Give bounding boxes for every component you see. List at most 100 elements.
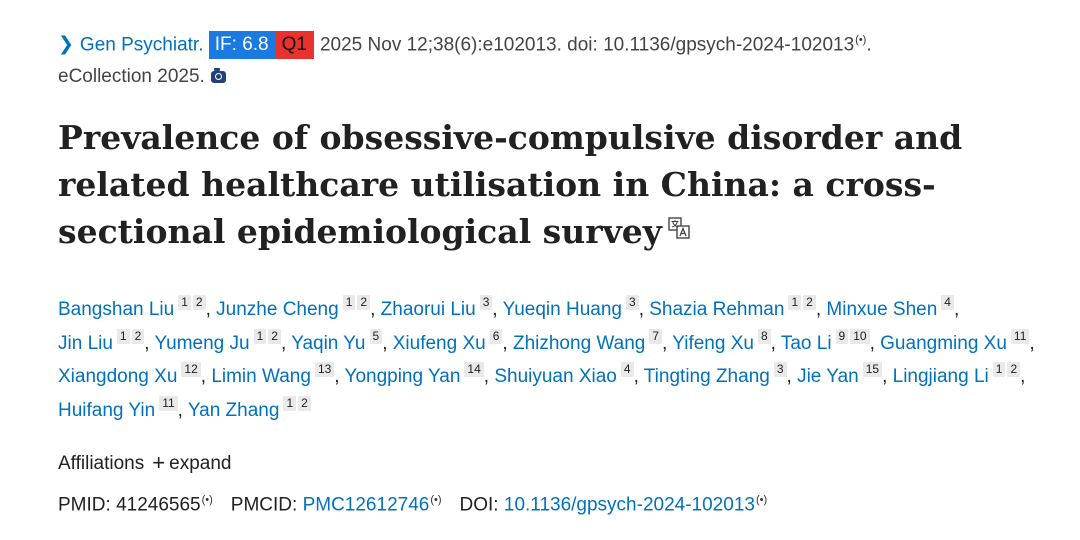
author-item: Yueqin Huang 3, (502, 295, 644, 320)
author-name-link[interactable]: Huifang Yin (58, 399, 156, 421)
affiliation-number[interactable]: 1 (788, 295, 802, 310)
affiliation-number[interactable]: 11 (1010, 328, 1030, 344)
author-separator: , (1020, 366, 1026, 387)
affiliation-number[interactable]: 1 (253, 328, 267, 344)
author-name-link[interactable]: Bangshan Liu (58, 299, 175, 320)
affiliation-number[interactable]: 12 (181, 362, 201, 377)
camera-icon[interactable] (210, 68, 226, 84)
impact-factor-badge: IF: 6.8 (208, 31, 275, 60)
author-separator: , (492, 299, 498, 320)
affiliation-number[interactable]: 3 (479, 295, 493, 310)
pmid-value: 41246565 (116, 494, 201, 516)
author-item: Shazia Rehman 1 2, (649, 295, 821, 320)
expand-label: expand (169, 453, 232, 474)
author-name-link[interactable]: Tingting Zhang (643, 366, 770, 387)
author-separator: , (334, 366, 340, 387)
author-item: Yongping Yan 14, (344, 362, 489, 387)
doi-label: DOI: (459, 494, 499, 516)
affiliation-number[interactable]: 7 (649, 328, 663, 344)
author-name-link[interactable]: Yongping Yan (344, 366, 461, 387)
author-name-link[interactable]: Yifeng Xu (672, 332, 754, 354)
author-item: Junzhe Cheng 1 2, (216, 295, 375, 320)
identifiers-line: PMID: 41246565(•) PMCID: PMC12612746(•) DO… (58, 486, 767, 519)
affiliation-number[interactable]: 2 (298, 395, 311, 411)
affiliation-number[interactable]: 8 (757, 328, 771, 344)
author-item: Jin Liu 1 2, (58, 328, 150, 354)
affiliation-number[interactable]: 5 (369, 328, 383, 344)
affiliation-number[interactable]: 2 (1007, 362, 1021, 377)
affiliation-number[interactable]: 9 (835, 328, 849, 344)
affiliation-number[interactable]: 2 (192, 295, 206, 310)
author-name-link[interactable]: Guangming Xu (880, 332, 1007, 354)
author-separator: , (200, 366, 207, 387)
author-separator: , (633, 366, 639, 387)
affiliation-number[interactable]: 4 (620, 362, 634, 377)
author-separator: , (502, 332, 508, 354)
author-name-link[interactable]: Yaqin Yu (291, 332, 366, 354)
pmid-label: PMID: (58, 494, 111, 516)
broadcast-icon: (•) (755, 494, 768, 506)
author-separator: , (382, 332, 388, 354)
author-name-link[interactable]: Lingjiang Li (892, 366, 989, 387)
affiliation-number[interactable]: 3 (773, 362, 787, 377)
author-separator: , (205, 299, 211, 320)
author-separator: , (144, 332, 150, 354)
author-item: Tingting Zhang 3, (643, 362, 792, 387)
author-name-link[interactable]: Yumeng Ju (154, 332, 250, 354)
author-name-link[interactable]: Yueqin Huang (502, 299, 622, 320)
author-item: Yifeng Xu 8, (672, 328, 776, 354)
author-separator: , (869, 332, 875, 354)
author-item: Huifang Yin 11, (58, 395, 183, 421)
doi-link[interactable]: 10.1136/gpsych-2024-102013 (503, 494, 755, 516)
author-name-link[interactable]: Zhizhong Wang (512, 332, 646, 354)
author-item: Zhizhong Wang 7, (512, 328, 668, 354)
affiliation-number[interactable]: 14 (464, 362, 484, 377)
author-item: Minxue Shen 4, (826, 295, 959, 320)
broadcast-icon: (•) (201, 494, 213, 506)
author-name-link[interactable]: Xiufeng Xu (392, 332, 486, 354)
author-separator: , (638, 299, 644, 320)
affiliation-number[interactable]: 1 (342, 295, 356, 310)
affiliation-number[interactable]: 10 (850, 328, 870, 344)
translate-icon[interactable] (668, 217, 690, 239)
author-name-link[interactable]: Junzhe Cheng (216, 299, 339, 320)
author-item: Shuiyuan Xiao 4, (494, 362, 639, 387)
author-item: Yumeng Ju 1 2, (154, 328, 286, 354)
author-name-link[interactable]: Xiangdong Xu (58, 366, 178, 387)
affiliation-number[interactable]: 2 (268, 328, 281, 344)
author-separator: , (770, 332, 776, 354)
affiliation-number[interactable]: 6 (489, 328, 503, 344)
pmcid-link[interactable]: PMC12612746 (302, 494, 430, 516)
affiliation-number[interactable]: 2 (357, 295, 371, 310)
author-name-link[interactable]: Tao Li (780, 332, 832, 354)
author-name-link[interactable]: Yan Zhang (187, 399, 280, 421)
author-item: Yan Zhang 1 2 (187, 395, 311, 421)
expand-button[interactable]: + expand (152, 450, 232, 475)
author-name-link[interactable]: Shazia Rehman (649, 299, 785, 320)
affiliation-number[interactable]: 3 (626, 295, 639, 310)
affiliation-number[interactable]: 13 (314, 362, 335, 377)
author-item: Lingjiang Li 1 2, (892, 362, 1026, 387)
affiliation-number[interactable]: 1 (283, 395, 297, 411)
author-name-link[interactable]: Jin Liu (58, 332, 113, 354)
article-title: Prevalence of obsessive-compulsive disor… (58, 118, 963, 251)
affiliation-number[interactable]: 2 (131, 328, 145, 344)
affiliation-number[interactable]: 15 (862, 362, 883, 377)
affiliation-number[interactable]: 1 (116, 328, 130, 344)
affiliation-number[interactable]: 1 (178, 295, 191, 310)
author-name-link[interactable]: Shuiyuan Xiao (494, 366, 617, 387)
affiliation-number[interactable]: 2 (803, 295, 816, 310)
affiliation-number[interactable]: 1 (992, 362, 1006, 377)
author-name-link[interactable]: Minxue Shen (826, 299, 938, 320)
journal-link[interactable]: Gen Psychiatr. (79, 34, 204, 56)
author-name-link[interactable]: Jie Yan (797, 366, 859, 387)
chevron-right-icon[interactable]: ❯ (58, 34, 74, 56)
affiliation-number[interactable]: 11 (159, 395, 178, 411)
author-separator: , (662, 332, 668, 354)
citation-line: ❯ Gen Psychiatr. IF: 6.8 Q1 2025 Nov 12;38(… (58, 24, 1068, 93)
author-item: Limin Wang 13, (211, 362, 340, 387)
author-name-link[interactable]: Limin Wang (211, 366, 311, 387)
affiliation-number[interactable]: 4 (941, 295, 954, 310)
author-name-link[interactable]: Zhaorui Liu (380, 299, 476, 320)
citation-details: 2025 Nov 12;38(6):e102013. doi: 10.1136/… (319, 34, 855, 56)
